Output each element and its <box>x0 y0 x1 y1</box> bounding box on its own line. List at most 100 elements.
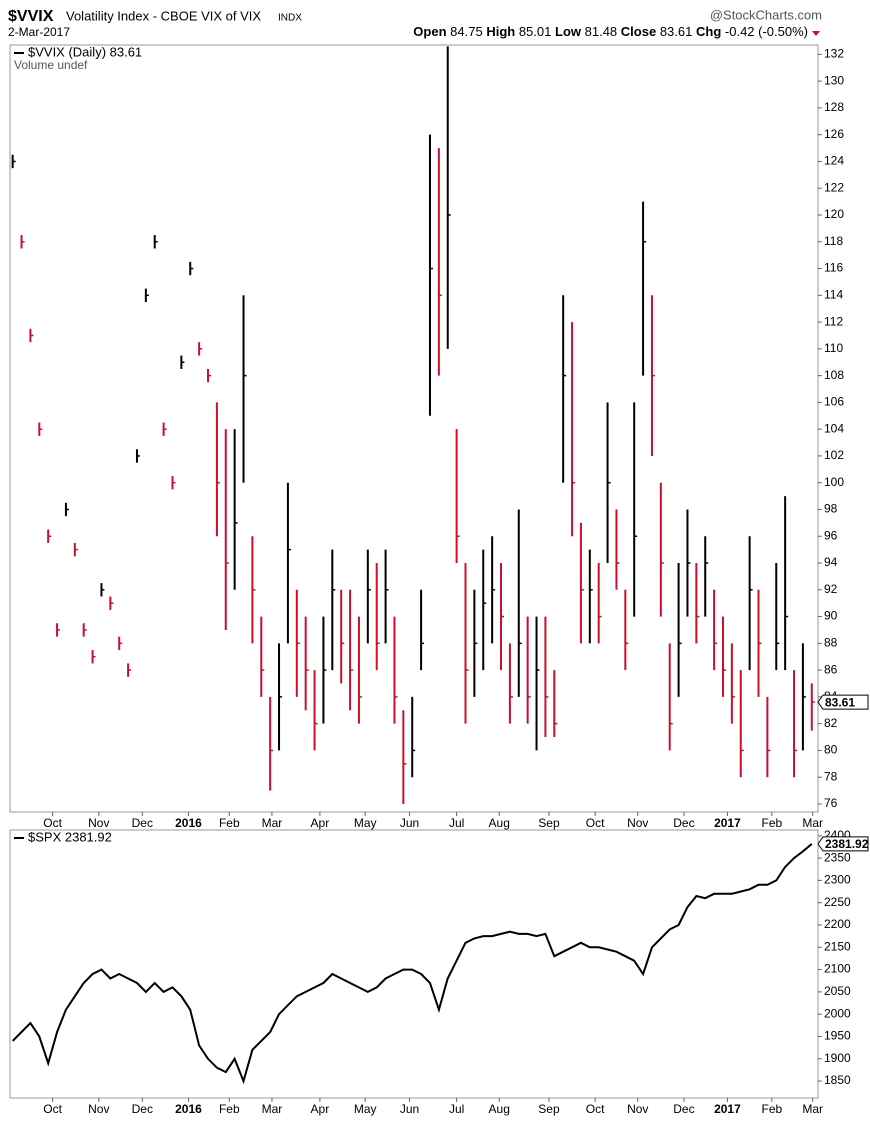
x-tick-label: Oct <box>586 1102 605 1116</box>
y-tick-label: 128 <box>824 100 844 114</box>
x-tick-label: Feb <box>219 816 240 830</box>
x-tick-label: Oct <box>586 816 605 830</box>
last-value-tag <box>817 836 869 852</box>
y-tick-label: 2300 <box>824 873 851 887</box>
y-tick-label: 130 <box>824 73 844 87</box>
instrument-name: Volatility Index - CBOE VIX of VIX <box>66 8 261 23</box>
x-tick-label: Feb <box>761 1102 782 1116</box>
x-tick-label: Nov <box>88 816 109 830</box>
x-tick-label: Jul <box>449 1102 464 1116</box>
x-tick-label: Mar <box>262 1102 283 1116</box>
price-line <box>11 843 813 1085</box>
x-tick-label: May <box>354 816 377 830</box>
y-tick-label: 88 <box>824 636 838 650</box>
chg-value: -0.42 (-0.50%) <box>725 24 808 39</box>
y-tick-label: 110 <box>824 341 843 355</box>
y-tick-label: 78 <box>824 769 838 783</box>
x-tick-label: 2017 <box>714 816 741 830</box>
y-tick-label: 94 <box>824 555 838 569</box>
y-tick-label: 126 <box>824 127 844 141</box>
y-tick-label: 106 <box>824 395 844 409</box>
high-label: High <box>486 24 515 39</box>
plot-area <box>9 829 819 1099</box>
legend-label: $SPX 2381.92 <box>28 829 112 844</box>
source: @StockCharts.com <box>710 7 822 22</box>
y-tick-label: 96 <box>824 528 838 542</box>
x-tick-label: Mar <box>802 1102 823 1116</box>
x-tick-label: Nov <box>627 816 648 830</box>
x-tick-label: Aug <box>489 1102 510 1116</box>
y-tick-label: 2100 <box>824 962 851 976</box>
y-tick-label: 98 <box>824 502 838 516</box>
last-value-label: 2381.92 <box>825 837 869 851</box>
y-tick-label: 112 <box>824 314 843 328</box>
y-tick-label: 122 <box>824 180 844 194</box>
y-tick-label: 118 <box>824 234 843 248</box>
y-tick-label: 132 <box>824 47 844 61</box>
date: 2-Mar-2017 <box>8 25 70 39</box>
y-tick-label: 116 <box>824 261 843 275</box>
y-tick-label: 102 <box>824 448 844 462</box>
x-tick-label: Jun <box>400 1102 419 1116</box>
x-tick-label: May <box>354 1102 377 1116</box>
x-tick-label: Oct <box>43 1102 62 1116</box>
x-tick-label: Sep <box>538 1102 560 1116</box>
x-tick-label: Oct <box>43 816 62 830</box>
open-value: 84.75 <box>450 24 483 39</box>
x-tick-label: Nov <box>627 1102 648 1116</box>
x-tick-label: Jun <box>400 816 419 830</box>
quote: Open 84.75 High 85.01 Low 81.48 Close 83… <box>413 24 808 39</box>
close-label: Close <box>621 24 656 39</box>
y-tick-label: 86 <box>824 662 838 676</box>
y-tick-label: 100 <box>824 475 844 489</box>
y-tick-label: 104 <box>824 421 844 435</box>
high-value: 85.01 <box>519 24 552 39</box>
last-value-tag <box>817 694 869 710</box>
low-label: Low <box>555 24 582 39</box>
x-tick-label: Feb <box>219 1102 240 1116</box>
y-tick-label: 120 <box>824 207 844 221</box>
y-tick-label: 80 <box>824 743 838 757</box>
down-arrow <box>812 31 820 36</box>
x-tick-label: 2016 <box>175 816 202 830</box>
x-tick-label: Dec <box>673 1102 694 1116</box>
y-tick-label: 1950 <box>824 1029 851 1043</box>
x-tick-label: 2017 <box>714 1102 741 1116</box>
exchange: INDX <box>278 13 302 24</box>
x-tick-label: Sep <box>538 816 560 830</box>
y-tick-label: 1900 <box>824 1051 851 1065</box>
y-tick-label: 2150 <box>824 939 851 953</box>
x-tick-label: Jul <box>449 816 464 830</box>
y-tick-label: 90 <box>824 609 838 623</box>
symbol: $VVIX <box>8 8 54 25</box>
y-tick-label: 2350 <box>824 850 851 864</box>
x-tick-label: Aug <box>489 816 510 830</box>
x-tick-label: Dec <box>132 816 153 830</box>
x-tick-label: Nov <box>88 1102 109 1116</box>
x-tick-label: Dec <box>673 816 694 830</box>
x-tick-label: 2016 <box>175 1102 202 1116</box>
y-tick-label: 82 <box>824 716 838 730</box>
chg-label: Chg <box>696 24 721 39</box>
y-tick-label: 76 <box>824 796 838 810</box>
y-tick-label: 2050 <box>824 984 851 998</box>
legend-label: Volume undef <box>14 58 88 72</box>
y-tick-label: 1850 <box>824 1073 851 1087</box>
y-tick-label: 2000 <box>824 1006 851 1020</box>
y-tick-label: 92 <box>824 582 838 596</box>
plot-area <box>9 44 819 813</box>
open-label: Open <box>413 24 446 39</box>
x-tick-label: Mar <box>802 816 823 830</box>
x-tick-label: Apr <box>311 1102 330 1116</box>
y-tick-label: 108 <box>824 368 844 382</box>
low-value: 81.48 <box>585 24 618 39</box>
y-tick-label: 124 <box>824 154 844 168</box>
y-tick-label: 2250 <box>824 895 851 909</box>
x-tick-label: Apr <box>311 816 330 830</box>
y-tick-label: 2200 <box>824 917 851 931</box>
x-tick-label: Mar <box>262 816 283 830</box>
last-value-label: 83.61 <box>825 695 855 709</box>
close-value: 83.61 <box>660 24 693 39</box>
